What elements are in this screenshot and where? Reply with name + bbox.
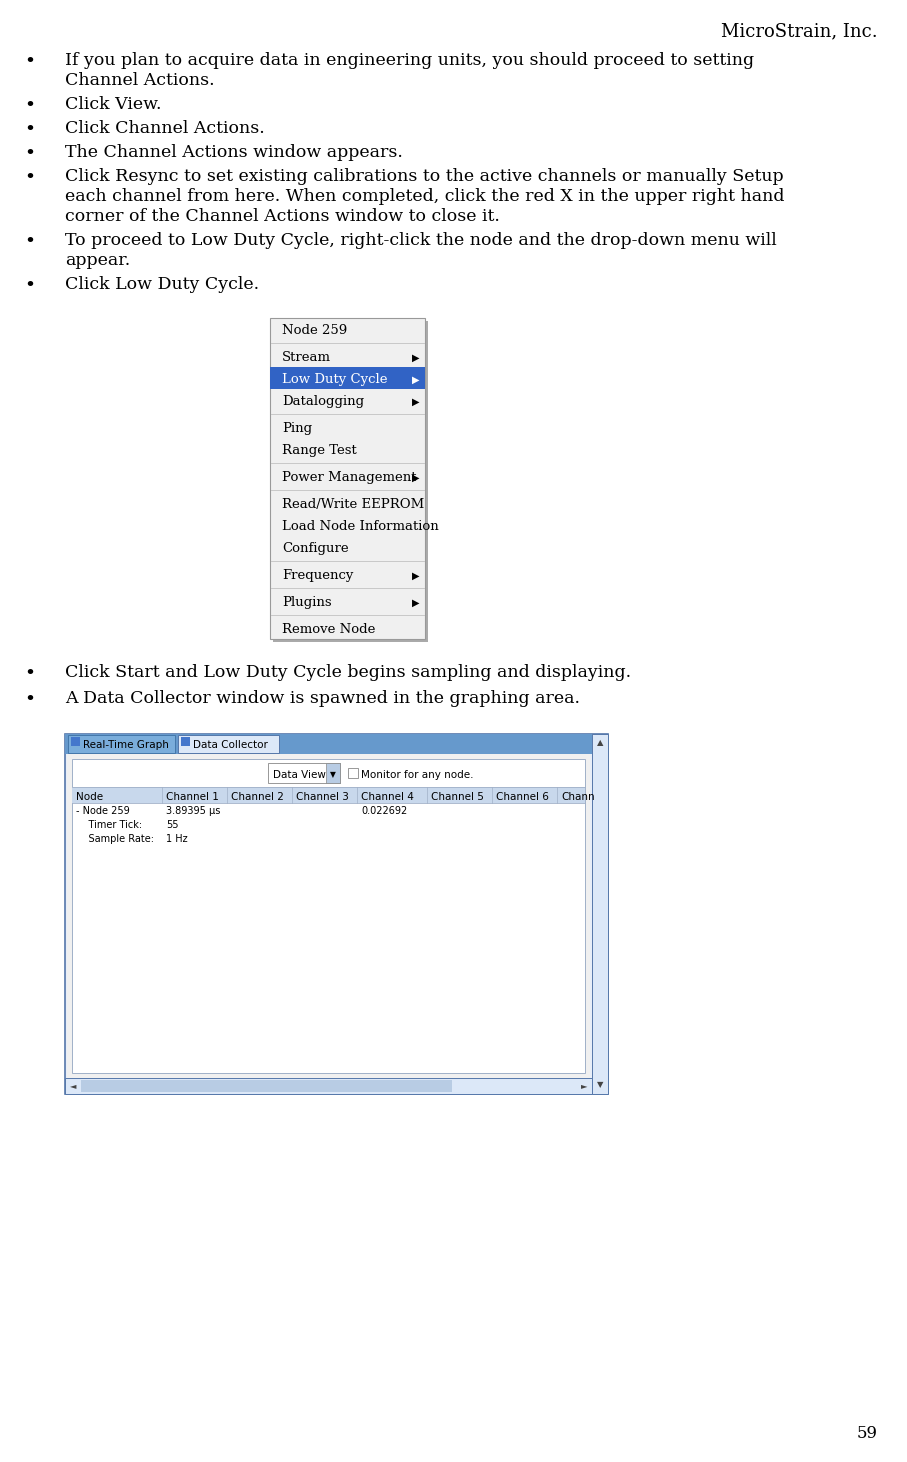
Text: Channel 3: Channel 3 <box>296 791 349 801</box>
Bar <box>348 768 358 778</box>
Text: corner of the Channel Actions window to close it.: corner of the Channel Actions window to … <box>65 208 500 225</box>
Text: Range Test: Range Test <box>282 444 356 458</box>
Text: Remove Node: Remove Node <box>282 623 375 636</box>
Text: •: • <box>24 96 35 115</box>
Text: Frequency: Frequency <box>282 569 354 582</box>
Bar <box>326 763 340 784</box>
Text: Load Node Information: Load Node Information <box>282 520 439 534</box>
Bar <box>71 737 80 746</box>
Bar <box>81 1080 453 1092</box>
Text: ▶: ▶ <box>413 598 420 608</box>
Text: MicroStrain, Inc.: MicroStrain, Inc. <box>721 22 878 39</box>
Text: 3.89395 µs: 3.89395 µs <box>166 807 220 816</box>
Text: Power Management: Power Management <box>282 471 416 484</box>
Text: Configure: Configure <box>282 542 348 556</box>
Text: Channel Actions.: Channel Actions. <box>65 72 215 89</box>
Text: - Node 259: - Node 259 <box>76 807 130 816</box>
Text: Timer Tick:: Timer Tick: <box>76 820 142 830</box>
Text: The Channel Actions window appears.: The Channel Actions window appears. <box>65 143 403 161</box>
Bar <box>273 322 428 642</box>
Text: ▲: ▲ <box>597 738 603 747</box>
Bar <box>268 763 340 784</box>
Bar <box>592 734 608 1094</box>
Text: •: • <box>24 145 35 162</box>
Text: Node 259: Node 259 <box>282 325 347 338</box>
Text: •: • <box>24 170 35 187</box>
Bar <box>72 759 585 1073</box>
Text: ▶: ▶ <box>413 472 420 482</box>
Text: Click Start and Low Duty Cycle begins sampling and displaying.: Click Start and Low Duty Cycle begins sa… <box>65 664 631 681</box>
Text: Monitor for any node.: Monitor for any node. <box>361 769 473 779</box>
Text: •: • <box>24 665 35 683</box>
Text: Click Low Duty Cycle.: Click Low Duty Cycle. <box>65 276 259 292</box>
Bar <box>178 735 279 753</box>
Bar <box>65 734 608 1094</box>
Text: Ping: Ping <box>282 423 312 436</box>
Text: Channel 4: Channel 4 <box>361 791 414 801</box>
Text: Data View: Data View <box>273 769 326 779</box>
Text: Channel 6: Channel 6 <box>496 791 549 801</box>
Bar <box>270 319 425 639</box>
Text: ▶: ▶ <box>413 396 420 406</box>
Text: ▶: ▶ <box>413 570 420 580</box>
Text: Channel 5: Channel 5 <box>431 791 483 801</box>
Bar <box>72 787 585 803</box>
Text: Data Collector: Data Collector <box>193 740 268 750</box>
Bar <box>65 1077 592 1094</box>
Text: 0.022692: 0.022692 <box>361 807 407 816</box>
Text: ▼: ▼ <box>330 770 336 779</box>
Text: appear.: appear. <box>65 251 131 269</box>
Bar <box>270 367 425 389</box>
Text: 1 Hz: 1 Hz <box>166 835 188 845</box>
Text: Read/Write EEPROM: Read/Write EEPROM <box>282 499 424 512</box>
Text: Sample Rate:: Sample Rate: <box>76 835 154 845</box>
Text: Stream: Stream <box>282 351 331 364</box>
Text: ▼: ▼ <box>597 1080 603 1089</box>
Text: •: • <box>24 232 35 251</box>
Text: ▶: ▶ <box>413 374 420 385</box>
Text: Plugins: Plugins <box>282 596 332 610</box>
Bar <box>181 737 190 746</box>
Text: Click View.: Click View. <box>65 96 161 113</box>
Text: Channel 1: Channel 1 <box>166 791 219 801</box>
Text: Chann: Chann <box>561 791 595 801</box>
Text: •: • <box>24 53 35 72</box>
Text: •: • <box>24 121 35 139</box>
Bar <box>67 754 590 1077</box>
Text: To proceed to Low Duty Cycle, right-click the node and the drop-down menu will: To proceed to Low Duty Cycle, right-clic… <box>65 232 776 249</box>
Text: Real-Time Graph: Real-Time Graph <box>83 740 169 750</box>
Text: 55: 55 <box>166 820 179 830</box>
Text: Click Channel Actions.: Click Channel Actions. <box>65 120 265 137</box>
Text: If you plan to acquire data in engineering units, you should proceed to setting: If you plan to acquire data in engineeri… <box>65 53 754 69</box>
Text: •: • <box>24 692 35 709</box>
Text: ◄: ◄ <box>70 1082 76 1091</box>
Text: each channel from here. When completed, click the red X in the upper right hand: each channel from here. When completed, … <box>65 189 785 205</box>
Bar <box>65 734 592 754</box>
Text: Channel 2: Channel 2 <box>231 791 284 801</box>
Text: A Data Collector window is spawned in the graphing area.: A Data Collector window is spawned in th… <box>65 690 580 708</box>
Text: Node: Node <box>76 791 103 801</box>
Text: 59: 59 <box>857 1425 878 1442</box>
Text: Click Resync to set existing calibrations to the active channels or manually Set: Click Resync to set existing calibration… <box>65 168 784 186</box>
Text: ▶: ▶ <box>413 352 420 363</box>
Bar <box>68 735 175 753</box>
Text: Low Duty Cycle: Low Duty Cycle <box>282 373 387 386</box>
Text: Datalogging: Datalogging <box>282 395 364 408</box>
Text: •: • <box>24 276 35 295</box>
Text: ►: ► <box>580 1082 587 1091</box>
